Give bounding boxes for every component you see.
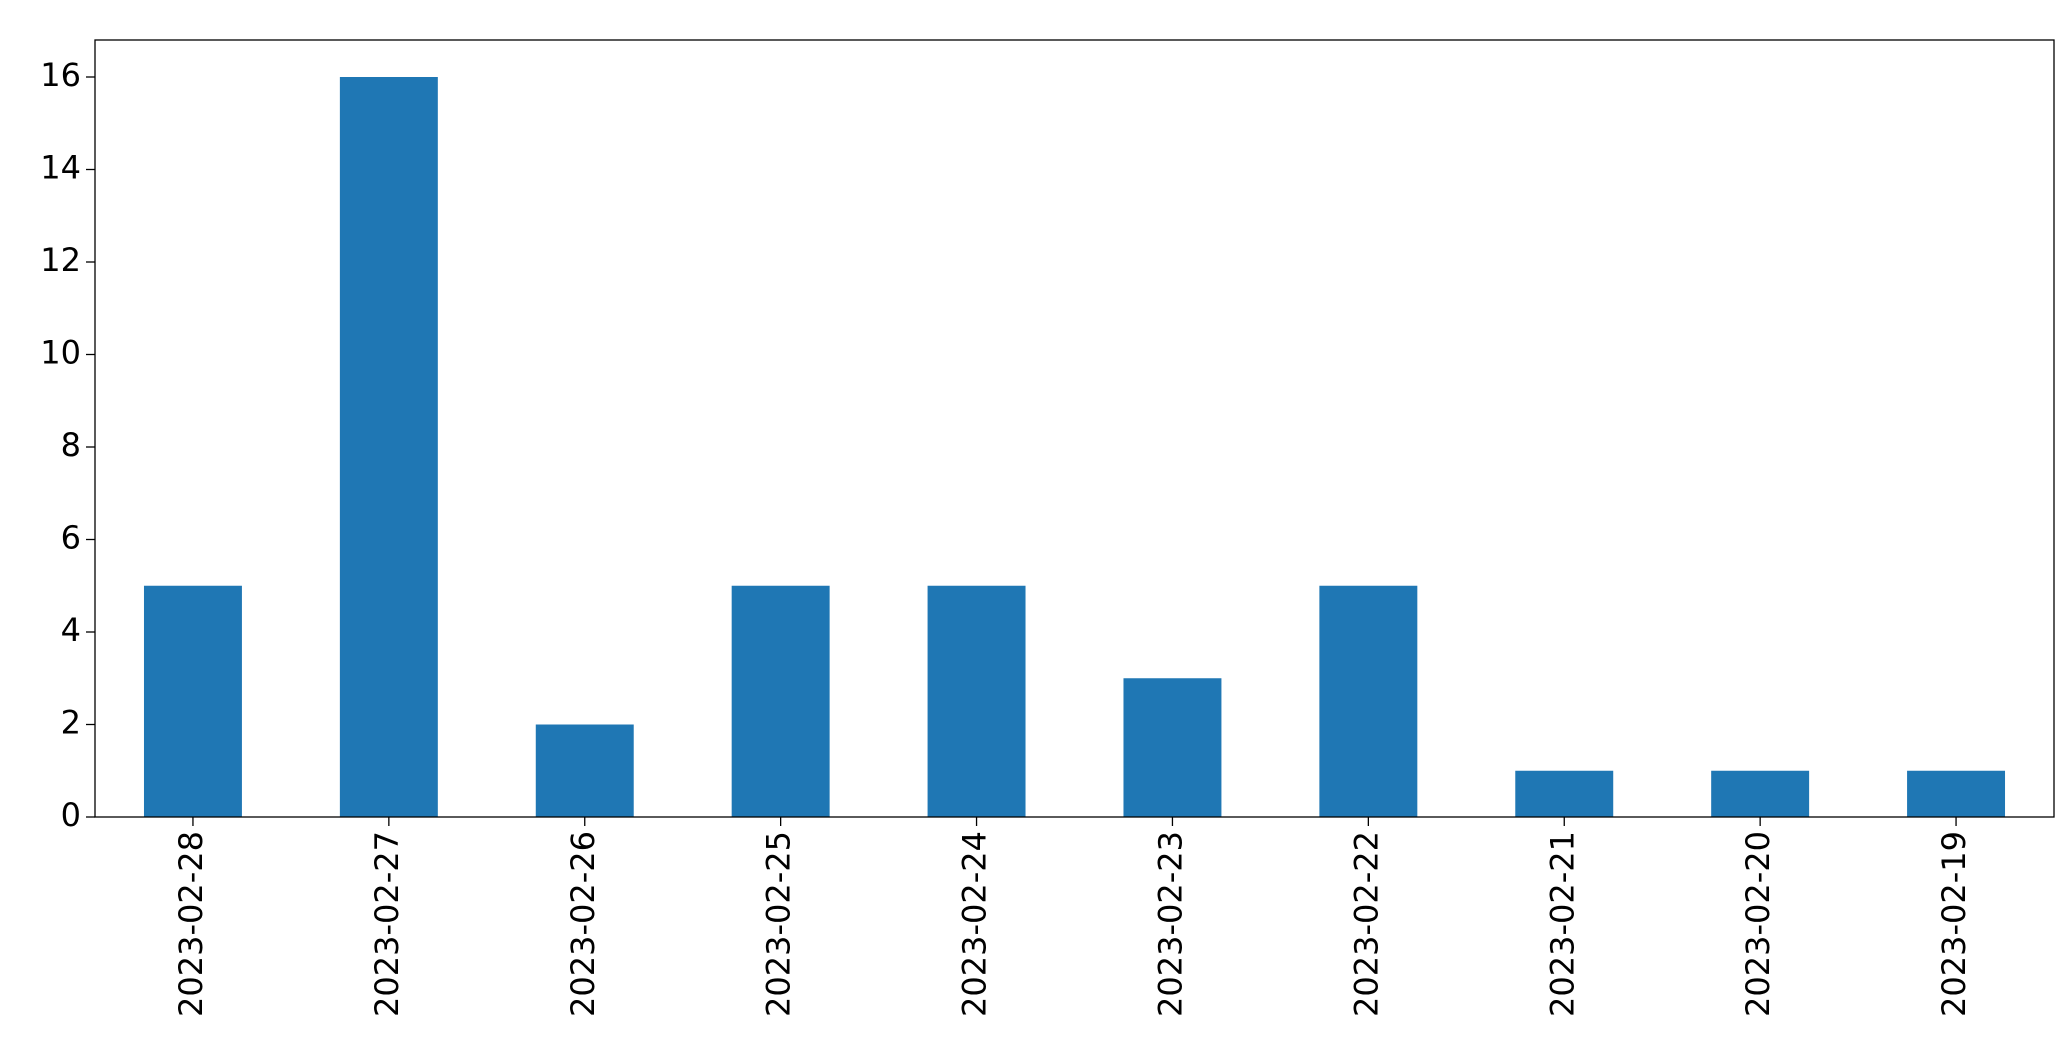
bar — [1907, 770, 2006, 817]
bar — [1711, 770, 1810, 817]
y-tick-label: 8 — [61, 426, 81, 464]
bar — [1319, 585, 1418, 817]
x-tick-label: 2023-02-26 — [564, 831, 602, 1017]
bar — [927, 585, 1026, 817]
x-tick-label: 2023-02-27 — [368, 831, 406, 1017]
y-tick-label: 2 — [61, 704, 81, 742]
x-tick-label: 2023-02-24 — [956, 831, 994, 1017]
x-tick-label: 2023-02-21 — [1543, 831, 1581, 1017]
x-tick-label: 2023-02-23 — [1151, 831, 1189, 1017]
bar — [339, 77, 438, 817]
x-tick-label: 2023-02-22 — [1347, 831, 1385, 1017]
x-tick-label: 2023-02-19 — [1935, 831, 1973, 1017]
y-tick-label: 0 — [61, 796, 81, 834]
axes-frame — [94, 39, 2055, 818]
y-tick-label: 6 — [61, 519, 81, 557]
x-tick-label: 2023-02-25 — [760, 831, 798, 1017]
y-tick-label: 14 — [40, 149, 81, 187]
bar — [1515, 770, 1614, 817]
bar — [143, 585, 242, 817]
bar — [731, 585, 830, 817]
y-tick-label: 12 — [40, 241, 81, 279]
x-tick-label: 2023-02-28 — [172, 831, 210, 1017]
y-tick-label: 10 — [40, 334, 81, 372]
x-tick-label: 2023-02-20 — [1739, 831, 1777, 1017]
bar — [1123, 678, 1222, 817]
y-tick-label: 4 — [61, 611, 81, 649]
y-tick-label: 16 — [40, 56, 81, 94]
bar — [535, 724, 634, 817]
